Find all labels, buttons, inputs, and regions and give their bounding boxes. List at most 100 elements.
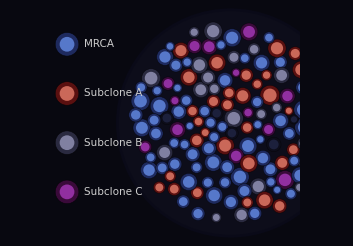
Circle shape	[250, 178, 267, 195]
Circle shape	[298, 154, 316, 171]
Circle shape	[260, 85, 280, 105]
Circle shape	[298, 121, 311, 134]
Circle shape	[216, 121, 228, 133]
Circle shape	[275, 201, 285, 211]
Circle shape	[191, 57, 208, 74]
Circle shape	[156, 161, 169, 174]
Circle shape	[200, 127, 210, 138]
Circle shape	[294, 100, 313, 119]
Circle shape	[211, 57, 223, 69]
Circle shape	[136, 122, 148, 134]
Circle shape	[253, 80, 261, 88]
Circle shape	[184, 59, 191, 66]
Circle shape	[139, 140, 152, 154]
Circle shape	[185, 122, 194, 131]
Circle shape	[181, 141, 189, 148]
Circle shape	[154, 182, 165, 193]
Circle shape	[291, 116, 297, 123]
Circle shape	[240, 23, 258, 41]
Circle shape	[295, 64, 307, 76]
Circle shape	[211, 212, 221, 223]
Circle shape	[187, 39, 202, 53]
Circle shape	[131, 92, 150, 110]
Circle shape	[252, 78, 263, 90]
Circle shape	[262, 123, 275, 136]
Circle shape	[209, 54, 226, 71]
Circle shape	[198, 105, 211, 118]
Circle shape	[145, 72, 157, 84]
Circle shape	[207, 119, 215, 127]
Circle shape	[274, 55, 287, 69]
Circle shape	[55, 82, 79, 105]
Circle shape	[204, 22, 222, 40]
Circle shape	[274, 67, 290, 83]
Circle shape	[256, 135, 265, 144]
Circle shape	[165, 42, 175, 51]
Circle shape	[316, 118, 328, 130]
Circle shape	[273, 199, 287, 213]
Circle shape	[221, 178, 229, 187]
Circle shape	[209, 97, 218, 106]
Circle shape	[213, 109, 221, 118]
Circle shape	[191, 186, 204, 199]
Circle shape	[135, 81, 147, 93]
Circle shape	[202, 176, 214, 189]
Circle shape	[292, 61, 310, 78]
Circle shape	[243, 123, 251, 132]
Circle shape	[134, 95, 147, 108]
Circle shape	[264, 125, 273, 134]
Circle shape	[192, 136, 202, 145]
Circle shape	[273, 185, 282, 194]
Circle shape	[182, 96, 191, 105]
Circle shape	[191, 207, 205, 221]
Circle shape	[193, 82, 209, 98]
Circle shape	[164, 79, 173, 88]
Circle shape	[207, 95, 220, 108]
Circle shape	[150, 97, 169, 115]
Circle shape	[234, 88, 251, 104]
Circle shape	[150, 116, 158, 125]
Circle shape	[234, 207, 249, 223]
Circle shape	[159, 51, 170, 63]
Circle shape	[201, 70, 215, 85]
Circle shape	[159, 147, 170, 158]
Circle shape	[147, 154, 155, 161]
Circle shape	[143, 164, 155, 176]
Circle shape	[208, 131, 220, 143]
Circle shape	[294, 182, 305, 193]
Circle shape	[315, 82, 328, 94]
Circle shape	[289, 145, 298, 154]
Circle shape	[231, 151, 241, 161]
Circle shape	[204, 41, 215, 52]
Circle shape	[60, 86, 74, 101]
Circle shape	[161, 77, 175, 90]
Circle shape	[271, 102, 282, 113]
Circle shape	[276, 58, 285, 67]
Circle shape	[175, 45, 186, 56]
Circle shape	[248, 43, 261, 56]
Circle shape	[313, 116, 330, 132]
Circle shape	[255, 108, 267, 120]
Circle shape	[267, 178, 275, 185]
Circle shape	[190, 41, 199, 51]
Circle shape	[170, 139, 178, 147]
Circle shape	[273, 113, 288, 129]
Circle shape	[154, 87, 161, 94]
Circle shape	[223, 194, 239, 210]
Circle shape	[253, 120, 263, 130]
Circle shape	[170, 122, 185, 138]
Circle shape	[219, 176, 231, 189]
Circle shape	[164, 170, 176, 182]
Circle shape	[208, 190, 220, 201]
Circle shape	[205, 187, 223, 204]
Circle shape	[250, 209, 259, 218]
Circle shape	[248, 206, 262, 220]
Circle shape	[280, 88, 295, 104]
Circle shape	[216, 40, 226, 50]
Circle shape	[253, 98, 261, 106]
Circle shape	[179, 197, 188, 206]
Circle shape	[228, 129, 236, 137]
Circle shape	[287, 143, 300, 156]
Circle shape	[204, 117, 217, 129]
Circle shape	[224, 109, 243, 128]
